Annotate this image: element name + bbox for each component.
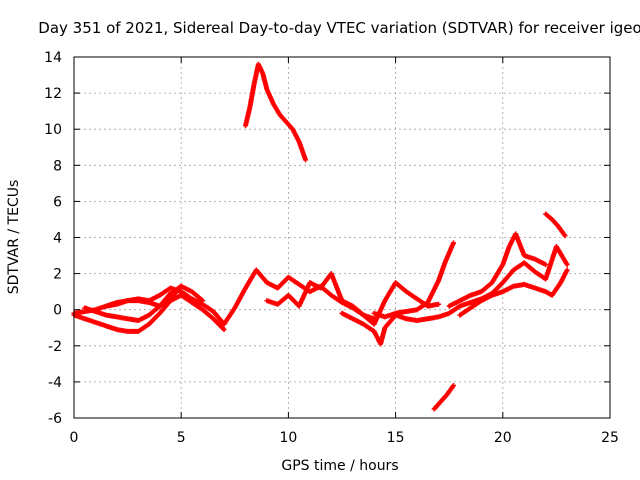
data-series-arc-12 bbox=[478, 244, 570, 302]
chart-title: Day 351 of 2021, Sidereal Day-to-day VTE… bbox=[38, 19, 640, 37]
data-point-marker bbox=[200, 298, 206, 304]
y-tick-label: 2 bbox=[53, 267, 62, 283]
x-axis-title: GPS time / hours bbox=[281, 458, 398, 474]
data-point-marker bbox=[562, 233, 568, 239]
x-tick-label: 15 bbox=[387, 430, 405, 446]
grid bbox=[74, 57, 610, 418]
data-series-arc-9 bbox=[431, 383, 456, 412]
data-point-marker bbox=[450, 383, 456, 389]
ticks: 0 5 10 15 20 25 -6 -4 -2 0 2 4 6 8 10 12 14 bbox=[44, 50, 619, 446]
data-series-arc-8 bbox=[371, 240, 456, 320]
data-point-marker bbox=[221, 327, 227, 333]
y-tick-label: -4 bbox=[48, 375, 62, 391]
y-tick-label: 10 bbox=[44, 122, 62, 138]
data-point-marker bbox=[564, 262, 570, 268]
data-series-arc-13 bbox=[543, 211, 568, 239]
data-series-arc-5 bbox=[243, 61, 309, 163]
x-tick-label: 25 bbox=[601, 430, 619, 446]
y-tick-label: -2 bbox=[48, 339, 62, 355]
data-point-marker bbox=[435, 301, 441, 307]
y-axis-title: SDTVAR / TECUs bbox=[6, 180, 22, 295]
y-tick-label: 6 bbox=[53, 194, 62, 210]
x-tick-label: 5 bbox=[177, 430, 186, 446]
data-point-marker bbox=[564, 267, 570, 273]
data-series-arc-7 bbox=[339, 296, 484, 347]
x-tick-label: 20 bbox=[494, 430, 512, 446]
data-point-marker bbox=[543, 262, 549, 268]
y-tick-label: 0 bbox=[53, 303, 62, 319]
y-tick-label: 8 bbox=[53, 158, 62, 174]
y-tick-label: 12 bbox=[44, 86, 62, 102]
x-tick-label: 0 bbox=[70, 430, 79, 446]
data-point-marker bbox=[450, 240, 456, 246]
data-layer bbox=[71, 61, 570, 412]
y-tick-label: -6 bbox=[48, 411, 62, 427]
y-tick-label: 4 bbox=[53, 231, 62, 247]
data-series-arc-10 bbox=[446, 231, 549, 309]
data-series-arc-3 bbox=[82, 283, 206, 324]
x-tick-label: 10 bbox=[279, 430, 297, 446]
data-point-marker bbox=[303, 157, 309, 163]
y-tick-label: 14 bbox=[44, 50, 62, 66]
data-point-marker bbox=[178, 283, 184, 289]
data-series-arc-4 bbox=[103, 283, 184, 309]
